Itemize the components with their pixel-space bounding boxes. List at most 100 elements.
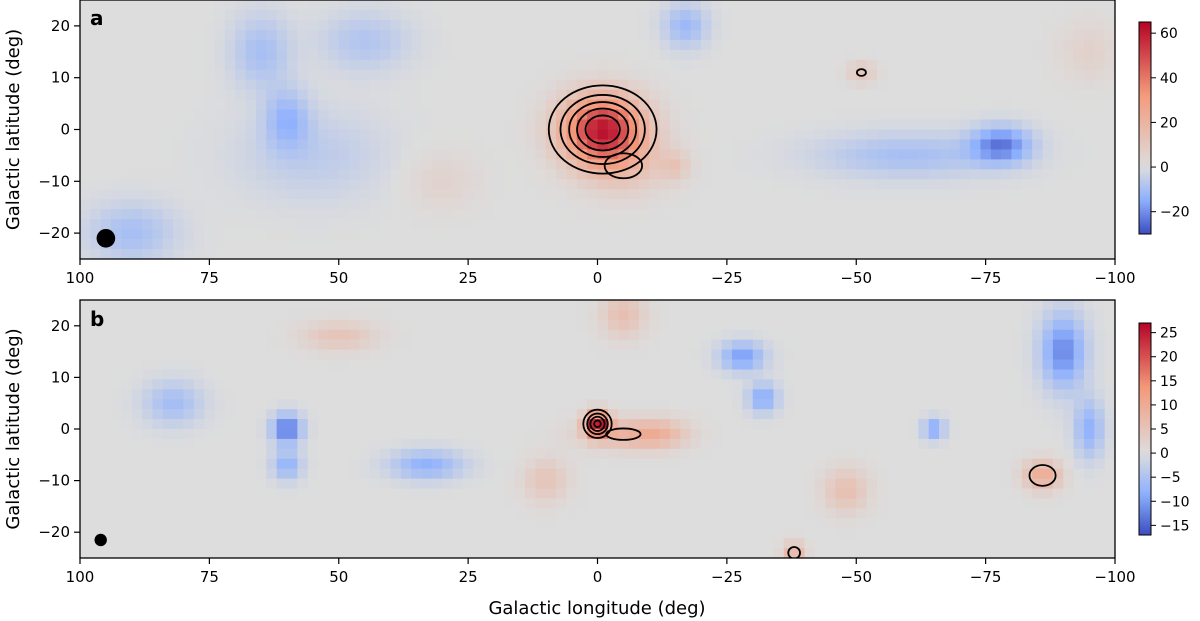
heatmap-cell xyxy=(525,29,536,41)
heatmap-cell xyxy=(856,508,868,519)
heatmap-cell xyxy=(845,319,857,331)
heatmap-cell xyxy=(1021,448,1033,460)
heatmap-cell xyxy=(483,419,495,430)
heatmap-cell xyxy=(866,309,878,321)
heatmap-cell xyxy=(1011,488,1023,500)
heatmap-cell xyxy=(783,329,795,341)
heatmap-cell xyxy=(442,29,454,41)
heatmap-cell xyxy=(1063,219,1075,230)
heatmap-cell xyxy=(638,498,650,509)
heatmap-cell xyxy=(814,399,826,410)
heatmap-cell xyxy=(607,518,619,529)
heatmap-cell xyxy=(421,19,433,31)
heatmap-cell xyxy=(918,239,930,250)
heatmap-cell xyxy=(949,399,961,410)
heatmap-cell xyxy=(173,478,185,490)
heatmap-cell xyxy=(100,89,112,101)
heatmap-cell xyxy=(783,309,795,321)
heatmap-cell xyxy=(411,438,423,450)
heatmap-cell xyxy=(638,9,650,21)
heatmap-cell xyxy=(545,0,557,11)
heatmap-cell xyxy=(494,339,505,351)
heatmap-cell xyxy=(545,179,557,190)
heatmap-cell xyxy=(607,488,619,500)
heatmap-cell xyxy=(897,109,909,121)
heatmap-cell xyxy=(100,69,112,81)
heatmap-cell xyxy=(794,429,806,440)
heatmap-cell xyxy=(204,109,216,121)
heatmap-cell xyxy=(680,300,692,311)
heatmap-cell xyxy=(669,39,681,51)
heatmap-cell xyxy=(162,508,174,519)
heatmap-cell xyxy=(338,39,350,51)
heatmap-cell xyxy=(380,179,392,190)
heatmap-cell xyxy=(131,9,143,21)
heatmap-cell xyxy=(400,209,412,220)
heatmap-cell xyxy=(649,119,661,131)
heatmap-cell xyxy=(193,448,205,460)
heatmap-cell xyxy=(100,300,112,311)
heatmap-cell xyxy=(297,229,309,240)
heatmap-cell xyxy=(669,0,681,11)
heatmap-cell xyxy=(845,139,857,151)
heatmap-cell xyxy=(276,419,288,430)
heatmap-cell xyxy=(783,159,795,170)
heatmap-cell xyxy=(556,9,568,21)
heatmap-cell xyxy=(556,438,568,450)
heatmap-cell xyxy=(959,448,971,460)
heatmap-cell xyxy=(100,189,112,200)
heatmap-cell xyxy=(783,9,795,21)
heatmap-cell xyxy=(876,429,888,440)
heatmap-cell xyxy=(442,69,454,81)
heatmap-cell xyxy=(111,189,122,200)
heatmap-cell xyxy=(783,478,795,490)
heatmap-cell xyxy=(525,468,536,480)
heatmap-cell xyxy=(690,109,702,121)
heatmap-cell xyxy=(349,109,361,121)
heatmap-cell xyxy=(618,359,630,371)
heatmap-cell xyxy=(297,89,309,101)
heatmap-cell xyxy=(287,109,298,121)
heatmap-cell xyxy=(514,329,526,341)
heatmap-cell xyxy=(131,369,143,380)
heatmap-cell xyxy=(80,309,91,321)
heatmap-cell xyxy=(732,49,743,61)
heatmap-cell xyxy=(970,169,982,180)
heatmap-cell xyxy=(794,19,806,31)
heatmap-cell xyxy=(576,319,588,331)
heatmap-cell xyxy=(649,209,661,220)
heatmap-cell xyxy=(525,219,536,230)
heatmap-cell xyxy=(442,249,454,259)
heatmap-cell xyxy=(659,69,671,81)
heatmap-cell xyxy=(1032,239,1044,250)
heatmap-cell xyxy=(442,119,454,131)
heatmap-cell xyxy=(835,309,847,321)
heatmap-cell xyxy=(224,249,236,259)
heatmap-cell xyxy=(494,300,505,311)
heatmap-cell xyxy=(649,359,661,371)
heatmap-cell xyxy=(90,300,102,311)
heatmap-cell xyxy=(390,508,402,519)
heatmap-cell xyxy=(235,139,247,151)
heatmap-cell xyxy=(255,349,267,361)
heatmap-cell xyxy=(607,438,619,450)
heatmap-cell xyxy=(214,29,226,41)
heatmap-cell xyxy=(1001,29,1013,41)
heatmap-cell xyxy=(763,69,775,81)
heatmap-cell xyxy=(959,49,971,61)
heatmap-cell xyxy=(1011,458,1023,470)
heatmap-cell xyxy=(173,239,185,250)
heatmap-cell xyxy=(1032,438,1044,450)
heatmap-cell xyxy=(773,49,785,61)
heatmap-cell xyxy=(690,99,702,111)
heatmap-cell xyxy=(1063,339,1075,351)
heatmap-cell xyxy=(214,219,226,230)
heatmap-cell xyxy=(669,329,681,341)
heatmap-cell xyxy=(504,69,516,81)
heatmap-cell xyxy=(514,0,526,11)
heatmap-cell xyxy=(255,518,267,529)
heatmap-cell xyxy=(111,409,122,420)
heatmap-cell xyxy=(970,199,982,210)
heatmap-cell xyxy=(214,79,226,91)
heatmap-cell xyxy=(980,369,992,380)
